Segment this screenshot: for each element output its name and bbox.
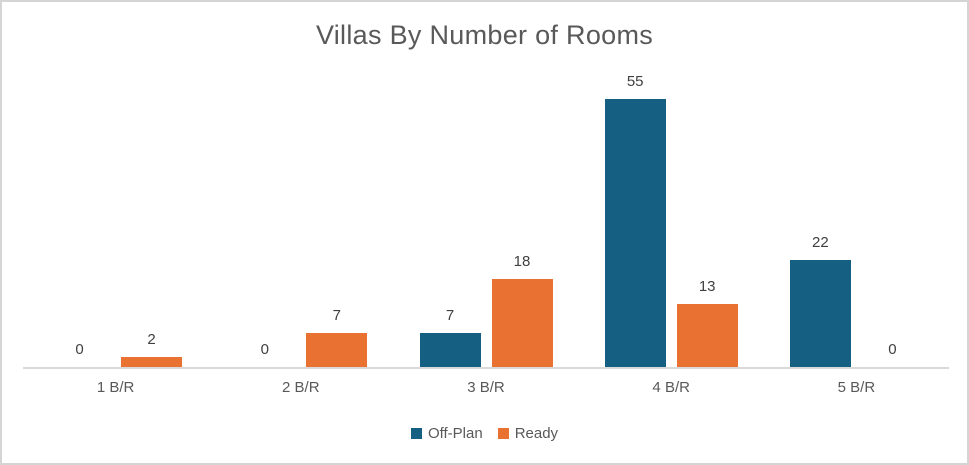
category-label: 3 B/R <box>467 379 505 396</box>
data-label-ready: 18 <box>513 253 531 270</box>
bar-off-plan <box>419 333 481 367</box>
data-label-ready: 7 <box>332 307 341 324</box>
data-label-off-plan: 0 <box>75 341 84 358</box>
bar-off-plan <box>789 260 851 367</box>
category-label: 4 B/R <box>652 379 690 396</box>
legend-swatch-ready-icon <box>497 428 509 439</box>
bar-ready <box>121 357 183 367</box>
category-label: 5 B/R <box>837 379 876 396</box>
legend-label-ready: Ready <box>514 425 559 442</box>
data-label-ready: 13 <box>698 278 716 295</box>
data-label-off-plan: 55 <box>626 73 644 90</box>
legend: Off-Plan Ready <box>2 425 967 442</box>
bar-ready <box>491 279 553 367</box>
category-label: 2 B/R <box>282 379 320 396</box>
bar-ready <box>676 304 738 367</box>
x-axis-line <box>23 367 949 369</box>
data-label-ready: 2 <box>147 331 156 348</box>
legend-swatch-off-plan-icon <box>410 428 422 439</box>
data-label-ready: 0 <box>888 341 897 358</box>
legend-item-ready: Ready <box>497 425 559 442</box>
category-label: 1 B/R <box>96 379 135 396</box>
legend-item-off-plan: Off-Plan <box>410 425 483 442</box>
legend-label-off-plan: Off-Plan <box>427 425 483 442</box>
bar-ready <box>306 333 368 367</box>
data-label-off-plan: 22 <box>812 234 829 251</box>
chart-title: Villas By Number of Rooms <box>315 20 654 50</box>
bar-off-plan <box>604 99 666 367</box>
data-label-off-plan: 0 <box>260 341 269 358</box>
data-label-off-plan: 7 <box>445 307 455 324</box>
